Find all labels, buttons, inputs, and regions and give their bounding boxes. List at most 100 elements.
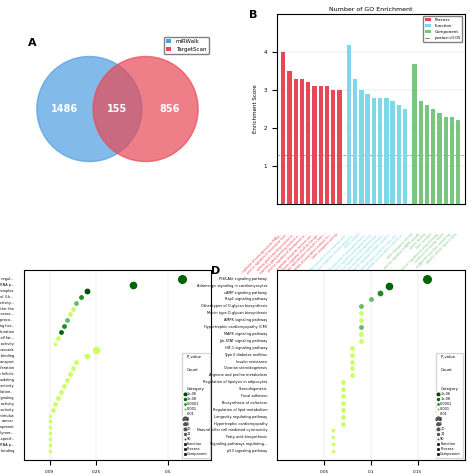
Text: RNA polymerase II core promoter prox...: RNA polymerase II core promoter prox... <box>307 232 349 274</box>
Bar <box>425 105 429 204</box>
Bar <box>403 109 407 204</box>
Text: positive regulation of follicle stimulati...: positive regulation of follicle stimulat… <box>352 232 392 273</box>
Point <box>55 335 62 342</box>
Point <box>339 378 346 386</box>
Text: positive regulation of transcription from...: positive regulation of transcription fro… <box>246 232 290 275</box>
Bar <box>456 120 460 204</box>
Text: NuRD complex: NuRD complex <box>344 232 361 249</box>
Bar <box>444 117 448 204</box>
Point <box>339 385 346 393</box>
Text: acylglycerol acyl-chain remodeling: acylglycerol acyl-chain remodeling <box>415 232 452 269</box>
Bar <box>346 45 351 204</box>
Text: B: B <box>249 10 257 20</box>
Bar <box>431 109 436 204</box>
Point <box>72 358 80 366</box>
Bar <box>438 113 442 204</box>
Text: heme transporter activity: heme transporter activity <box>311 232 339 260</box>
Point <box>46 447 54 455</box>
Text: regulation of peptide hormone pro...: regulation of peptide hormone pro... <box>276 232 314 271</box>
Text: RNA polymerase II transcription factor...: RNA polymerase II transcription factor..… <box>326 232 368 273</box>
Bar <box>353 79 357 204</box>
Bar <box>378 98 383 204</box>
Text: protein binding: protein binding <box>410 232 427 250</box>
Point <box>52 400 59 408</box>
Point <box>348 365 356 372</box>
Point <box>72 299 80 306</box>
Point <box>46 424 54 431</box>
Point <box>339 399 346 407</box>
Bar <box>287 71 292 204</box>
Point <box>339 406 346 414</box>
Text: regulation of transcription involved in...: regulation of transcription involved in.… <box>364 232 405 273</box>
Point <box>357 330 365 338</box>
Bar <box>331 90 336 204</box>
Point <box>329 427 337 434</box>
Point <box>69 305 77 312</box>
Point <box>66 370 73 378</box>
Point <box>46 441 54 449</box>
Point <box>83 287 91 294</box>
Point <box>423 275 431 283</box>
Circle shape <box>37 56 142 162</box>
Text: D: D <box>211 266 220 276</box>
Point <box>60 322 68 330</box>
Legend: miRWalk, TargetScan: miRWalk, TargetScan <box>164 37 209 54</box>
Title: Number of GO Enrichment: Number of GO Enrichment <box>329 8 412 12</box>
Bar <box>319 86 323 204</box>
Bar <box>325 86 329 204</box>
Text: positive regulation of phosphatidylinos...: positive regulation of phosphatidylinos.… <box>332 232 374 274</box>
Point <box>348 372 356 379</box>
Bar <box>337 90 342 204</box>
Point <box>66 310 73 318</box>
Point <box>348 358 356 365</box>
Bar <box>384 98 389 204</box>
Point <box>57 388 65 395</box>
Text: positive regulation of developmental pr...: positive regulation of developmental pr.… <box>337 232 380 275</box>
Bar <box>300 79 304 204</box>
Point <box>49 406 56 413</box>
Bar <box>450 117 454 204</box>
Legend: 1e-06, 1e-08, 0.0001, 0.001, 0.01, 2, 5, 10, 11, 90, Function, Process, Componen: 1e-06, 1e-08, 0.0001, 0.001, 0.01, 2, 5,… <box>182 353 210 458</box>
Y-axis label: Enrichment Score: Enrichment Score <box>253 85 258 133</box>
Point <box>357 310 365 317</box>
Text: bone mineralization involved in bone...: bone mineralization involved in bone... <box>286 232 327 273</box>
Bar <box>359 90 364 204</box>
Point <box>46 412 54 419</box>
Point <box>60 382 68 390</box>
Point <box>55 394 62 401</box>
Point <box>92 346 100 354</box>
Text: mammary gland branching involved in...: mammary gland branching involved in... <box>260 232 302 274</box>
Text: 155: 155 <box>108 104 128 114</box>
Point <box>63 376 71 383</box>
Text: positive regulation of peptide hormone...: positive regulation of peptide hormone..… <box>344 232 386 275</box>
Point <box>367 296 374 303</box>
Point <box>386 282 393 290</box>
Point <box>52 340 59 348</box>
Text: hormone regulation of follicle stimulat...: hormone regulation of follicle stimulat.… <box>279 232 321 274</box>
Bar <box>293 79 298 204</box>
Text: positive regulation of cell proliferation: positive regulation of cell proliferatio… <box>400 232 439 272</box>
Bar <box>312 86 317 204</box>
Legend: Process, Function, Component, pvalue<0.05: Process, Function, Component, pvalue<0.0… <box>423 16 463 42</box>
Point <box>339 420 346 428</box>
Bar <box>281 52 285 204</box>
Bar <box>412 64 417 204</box>
Point <box>63 317 71 324</box>
Text: positive regulation of MAPK cascade: positive regulation of MAPK cascade <box>383 232 421 270</box>
Bar <box>419 101 423 204</box>
Text: regulation of transcription from RNA p...: regulation of transcription from RNA p..… <box>242 232 283 274</box>
Point <box>348 344 356 352</box>
Text: A: A <box>27 38 36 48</box>
Point <box>357 316 365 324</box>
Point <box>357 337 365 345</box>
Point <box>78 293 85 301</box>
Point <box>339 413 346 420</box>
Text: heme transporter activity: heme transporter activity <box>387 232 414 260</box>
Point <box>83 352 91 360</box>
Text: salivary gland branching involved in...: salivary gland branching involved in... <box>256 232 296 272</box>
Point <box>357 323 365 331</box>
Bar <box>306 82 310 204</box>
Text: 1486: 1486 <box>51 104 79 114</box>
Point <box>357 302 365 310</box>
Point <box>339 392 346 400</box>
